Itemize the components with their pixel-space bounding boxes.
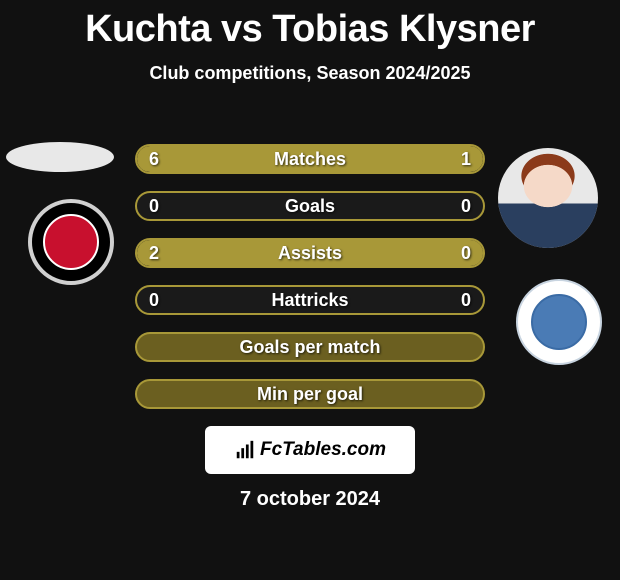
stat-row: 20Assists	[135, 238, 485, 268]
stat-label: Goals per match	[137, 337, 483, 358]
club-badge-right	[516, 279, 602, 365]
club-badge-left	[28, 199, 114, 285]
club-badge-left-inner	[43, 214, 99, 270]
stat-label: Hattricks	[137, 290, 483, 311]
branding-badge: FcTables.com	[205, 426, 415, 474]
stat-label: Goals	[137, 196, 483, 217]
player-left-avatar	[6, 142, 114, 172]
branding-text: FcTables.com	[260, 439, 386, 461]
stat-label: Matches	[137, 149, 483, 170]
club-badge-right-inner	[531, 294, 587, 350]
stats-container: 61Matches 00Goals 20Assists 00Hattricks Goal…	[135, 114, 485, 409]
stat-label: Min per goal	[137, 384, 483, 405]
player-right-avatar	[498, 148, 598, 248]
stat-row: 00Hattricks	[135, 285, 485, 315]
stat-row: 00Goals	[135, 191, 485, 221]
stat-row: Goals per match	[135, 332, 485, 362]
stat-label: Assists	[137, 243, 483, 264]
page-title: Kuchta vs Tobias Klysner	[0, 0, 620, 51]
page-subtitle: Club competitions, Season 2024/2025	[0, 63, 620, 84]
chart-icon	[234, 439, 256, 461]
footer-date: 7 october 2024	[0, 488, 620, 511]
stat-row: 61Matches	[135, 144, 485, 174]
comparison-content: 61Matches 00Goals 20Assists 00Hattricks Goal…	[0, 114, 620, 511]
player-right-face	[498, 148, 598, 248]
stat-row: Min per goal	[135, 379, 485, 409]
